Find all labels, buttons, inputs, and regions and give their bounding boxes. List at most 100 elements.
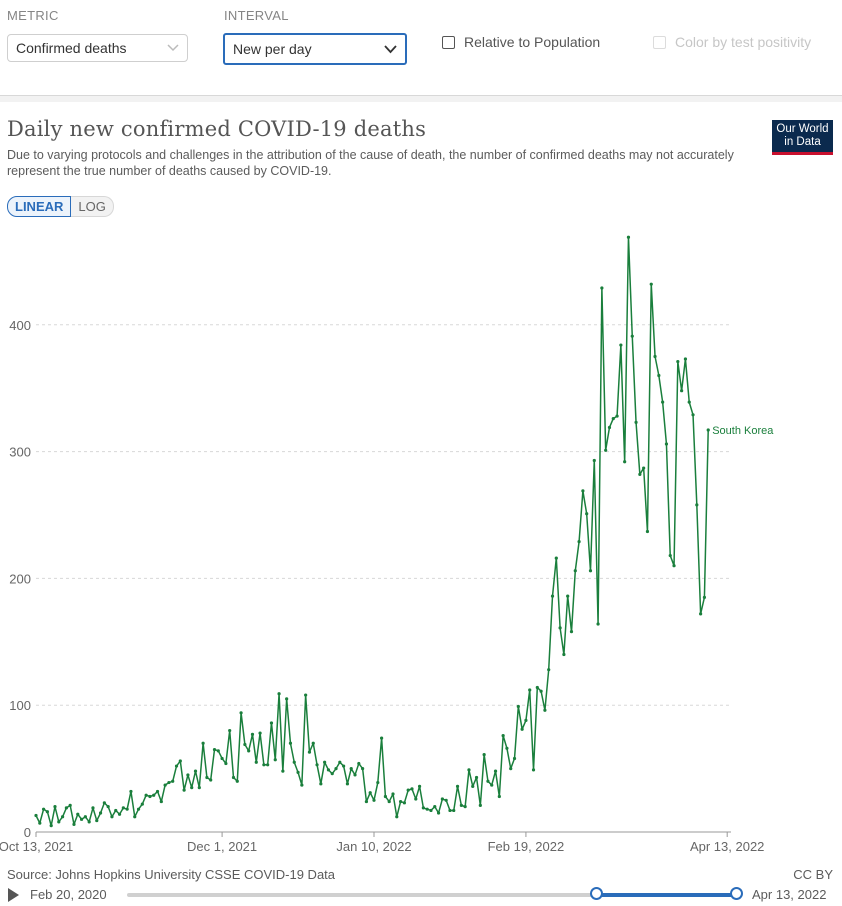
data-point bbox=[235, 779, 239, 783]
timeline-end-handle[interactable] bbox=[729, 887, 743, 900]
data-point bbox=[623, 460, 627, 464]
data-point bbox=[455, 784, 460, 788]
timeline-start-handle[interactable] bbox=[589, 887, 603, 900]
data-point bbox=[376, 780, 380, 785]
owid-logo[interactable]: Our World in Data bbox=[772, 120, 833, 155]
data-point bbox=[315, 763, 319, 767]
data-point bbox=[543, 708, 547, 712]
data-point bbox=[512, 756, 517, 761]
data-point bbox=[121, 806, 125, 810]
x-tick-label: Dec 1, 2021 bbox=[187, 839, 257, 854]
data-point bbox=[535, 685, 539, 690]
color-by-test-positivity-checkbox: Color by test positivity bbox=[653, 34, 811, 50]
data-point bbox=[391, 792, 395, 796]
data-point bbox=[129, 789, 133, 794]
checkbox-icon bbox=[442, 35, 455, 49]
log-scale-button[interactable]: LOG bbox=[71, 196, 114, 217]
data-point bbox=[266, 763, 270, 767]
metric-select-value: Confirmed deaths bbox=[16, 40, 127, 56]
play-icon[interactable] bbox=[8, 888, 19, 902]
data-point bbox=[228, 728, 232, 733]
data-point bbox=[98, 811, 103, 815]
relative-to-population-label: Relative to Population bbox=[464, 34, 601, 50]
data-point bbox=[585, 512, 589, 516]
y-tick-label: 0 bbox=[24, 825, 31, 840]
data-point bbox=[72, 822, 76, 826]
data-point bbox=[516, 704, 520, 709]
data-point bbox=[338, 760, 342, 764]
data-point bbox=[182, 788, 186, 792]
data-point bbox=[212, 747, 217, 752]
data-point bbox=[114, 808, 118, 813]
x-tick-label: Jan 10, 2022 bbox=[336, 839, 411, 854]
y-tick-label: 300 bbox=[9, 445, 31, 460]
data-point bbox=[277, 692, 281, 696]
interval-select[interactable]: New per day bbox=[223, 33, 407, 65]
relative-to-population-checkbox[interactable]: Relative to Population bbox=[442, 34, 600, 50]
data-point bbox=[216, 749, 220, 753]
data-point bbox=[258, 731, 262, 735]
data-point bbox=[657, 373, 661, 378]
metric-select[interactable]: Confirmed deaths bbox=[7, 34, 188, 62]
timeline-selected-range bbox=[596, 893, 737, 897]
data-point bbox=[349, 766, 353, 771]
data-point bbox=[353, 773, 357, 777]
timeline-end-label: Apr 13, 2022 bbox=[752, 887, 827, 902]
data-point bbox=[459, 803, 463, 807]
data-point bbox=[364, 799, 369, 804]
data-point bbox=[45, 810, 49, 814]
data-point bbox=[87, 820, 91, 824]
data-point bbox=[577, 540, 581, 544]
data-point bbox=[611, 417, 615, 421]
data-point bbox=[319, 782, 323, 786]
checkbox-icon bbox=[653, 35, 666, 49]
data-point bbox=[171, 779, 175, 783]
source-note: Source: Johns Hopkins University CSSE CO… bbox=[7, 867, 336, 882]
y-tick-label: 100 bbox=[9, 698, 31, 713]
data-point bbox=[152, 793, 156, 797]
data-point bbox=[361, 766, 365, 771]
gridlines bbox=[36, 324, 731, 706]
data-point bbox=[425, 807, 429, 811]
data-point bbox=[558, 626, 562, 630]
data-point bbox=[638, 472, 642, 476]
data-point bbox=[148, 794, 152, 799]
data-point bbox=[490, 783, 494, 787]
data-point bbox=[326, 768, 331, 772]
data-point bbox=[34, 813, 38, 818]
data-point bbox=[410, 787, 414, 791]
data-point bbox=[573, 569, 577, 573]
data-point bbox=[626, 235, 631, 239]
data-point bbox=[125, 807, 129, 811]
data-point bbox=[254, 760, 258, 764]
data-point bbox=[342, 764, 346, 768]
data-point bbox=[117, 812, 122, 816]
data-point bbox=[38, 821, 42, 825]
linear-scale-button[interactable]: LINEAR bbox=[7, 196, 72, 217]
interval-select-value: New per day bbox=[233, 41, 312, 57]
data-point bbox=[600, 286, 604, 290]
license-link[interactable]: CC BY bbox=[793, 867, 833, 882]
data-point bbox=[486, 779, 490, 783]
data-point bbox=[680, 389, 684, 393]
metric-label: METRIC bbox=[7, 8, 59, 23]
x-tick-label: Feb 19, 2022 bbox=[488, 839, 565, 854]
data-point bbox=[520, 727, 524, 731]
data-point bbox=[634, 420, 638, 425]
timeline-track[interactable] bbox=[127, 893, 737, 897]
data-point bbox=[68, 803, 72, 807]
data-point bbox=[695, 503, 699, 507]
data-point bbox=[167, 780, 171, 785]
data-point bbox=[273, 758, 277, 762]
data-point bbox=[186, 773, 190, 777]
chart-title: Daily new confirmed COVID-19 deaths bbox=[7, 117, 427, 141]
data-point bbox=[421, 806, 425, 810]
chart-subtitle: Due to varying protocols and challenges … bbox=[7, 148, 734, 178]
logo-line-1: Our World bbox=[776, 123, 829, 135]
scale-toggle: LINEAR LOG bbox=[7, 196, 114, 217]
data-point bbox=[383, 794, 387, 799]
data-point bbox=[436, 811, 441, 815]
data-point bbox=[649, 282, 653, 286]
data-point bbox=[285, 697, 289, 701]
data-point bbox=[133, 815, 137, 819]
